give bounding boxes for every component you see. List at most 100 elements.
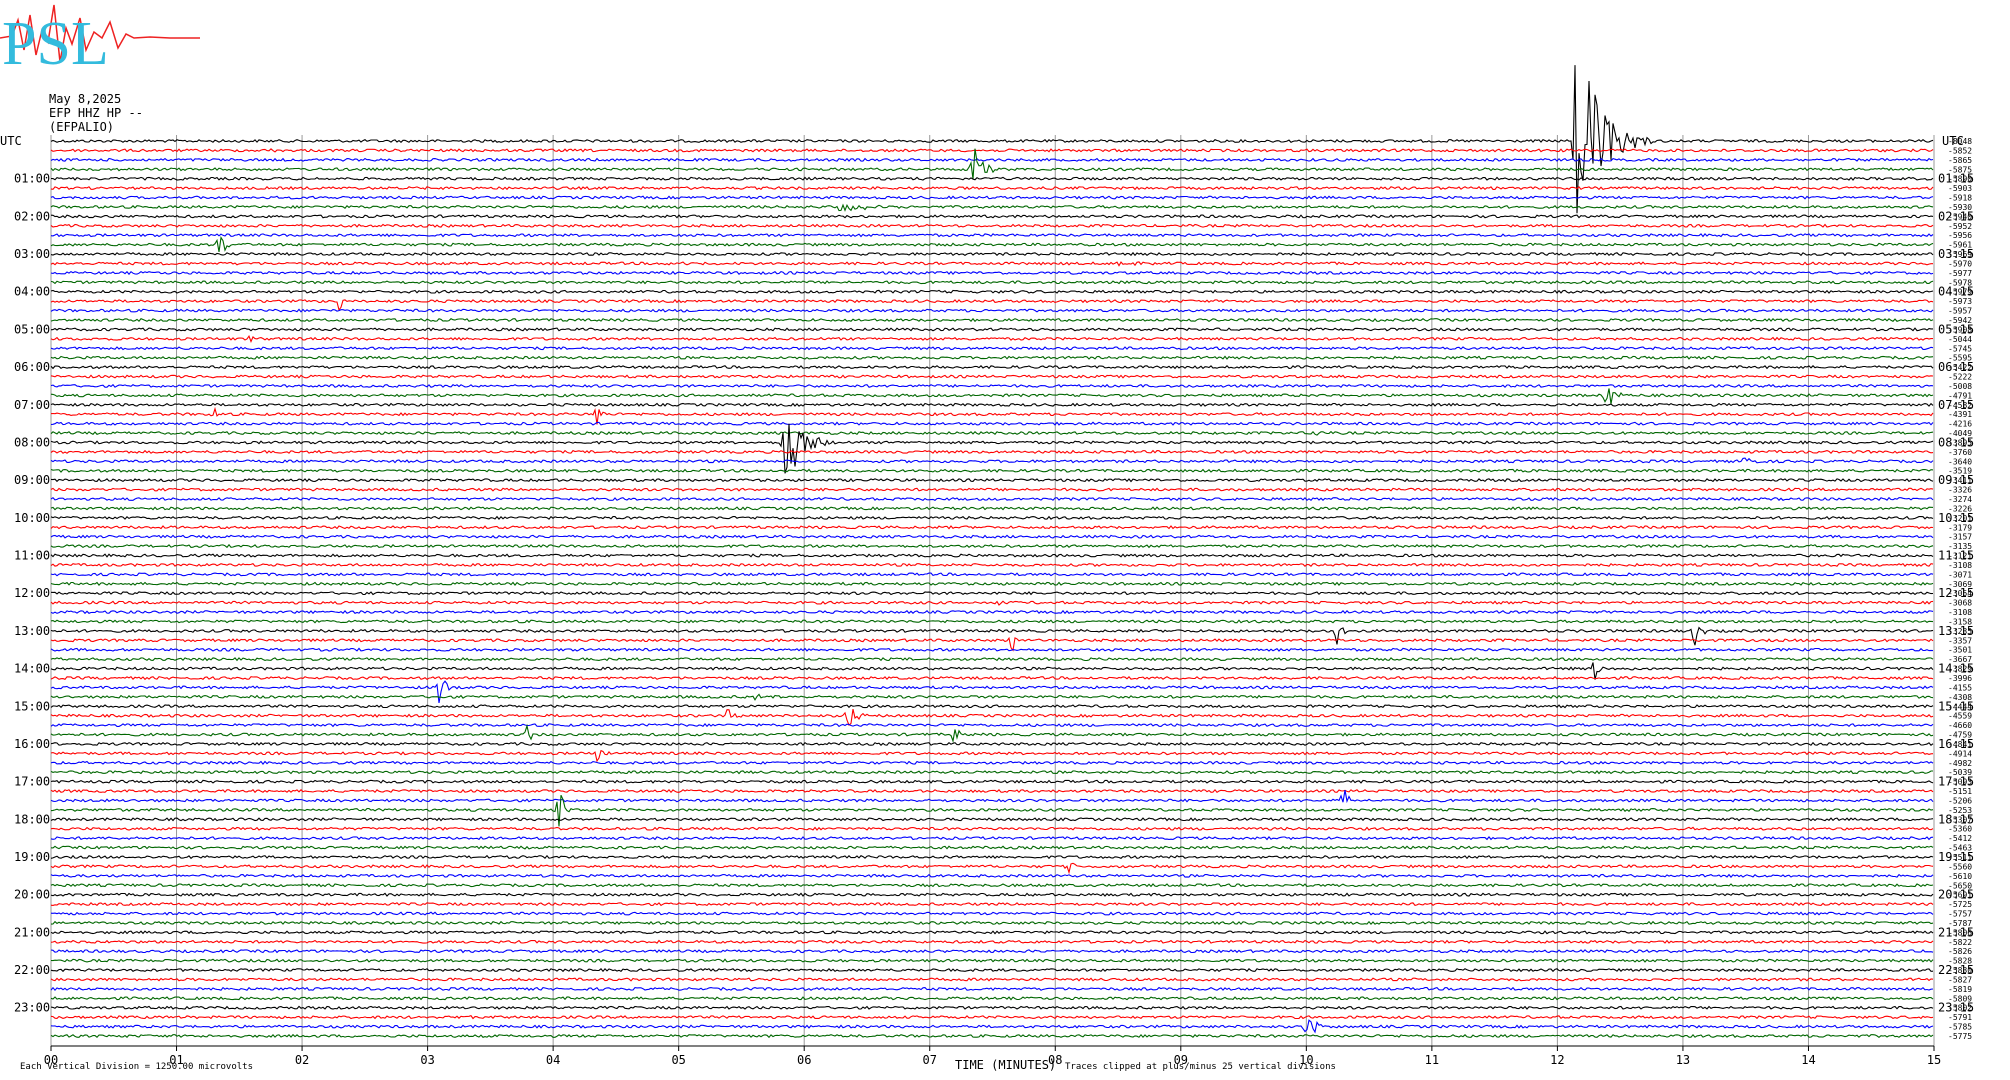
trace-offset-label: -5360 [1948, 825, 1972, 834]
trace-offset-label: -5206 [1948, 796, 1972, 805]
trace-offset-label: -3157 [1948, 533, 1972, 542]
x-tick-label: 02 [295, 1053, 309, 1067]
hour-label-left: 15:00 [14, 699, 50, 713]
trace-offset-label: -5039 [1948, 768, 1972, 777]
trace-offset-label: -4559 [1948, 712, 1972, 721]
seismic-trace-row [50, 148, 1934, 180]
x-tick-label: 00 [44, 1053, 58, 1067]
seismic-trace-row [50, 723, 1934, 744]
trace-offset-label: -5785 [1948, 1023, 1972, 1032]
seismic-trace-row [50, 65, 1934, 214]
seismic-trace-row [50, 406, 1934, 425]
trace-offset-label: -3226 [1948, 504, 1972, 513]
trace-offset-label: -5973 [1948, 297, 1972, 306]
x-tick-label: 12 [1550, 1053, 1564, 1067]
trace-offset-label: -5595 [1948, 354, 1972, 363]
x-tick-label: 03 [420, 1053, 434, 1067]
seismic-trace-row [50, 185, 1934, 191]
hour-label-right: 14:15 [1938, 662, 1974, 676]
seismic-trace-row [50, 251, 1934, 257]
seismic-trace-row [50, 920, 1934, 926]
trace-offset-label: -5852 [1948, 146, 1972, 155]
hour-label-left: 04:00 [14, 285, 50, 299]
seismic-trace-row [50, 308, 1934, 313]
seismic-trace-row [50, 911, 1934, 916]
seismic-trace-row [50, 346, 1934, 351]
hour-label-left: 18:00 [14, 812, 50, 826]
label-layer: 00 01 02 03 04 05 06 07 08 09 10 11 12 13 14 15-8048-58… [0, 134, 1974, 1067]
trace-offset-label: -5560 [1948, 862, 1972, 871]
trace-offset-label: -3829 [1948, 665, 1972, 674]
seismic-trace-row [50, 760, 1934, 766]
trace-offset-label: -5875 [1948, 165, 1972, 174]
trace-offset-label: -3054 [1948, 589, 1972, 598]
seismic-trace-row [50, 449, 1934, 454]
trace-offset-label: -3895 [1948, 438, 1972, 447]
trace-offset-label: -5093 [1948, 778, 1972, 787]
x-tick-label: 01 [169, 1053, 183, 1067]
seismic-trace-row [50, 704, 1934, 709]
seismic-trace-row [50, 939, 1934, 944]
seismic-trace-row [50, 457, 1934, 464]
seismic-trace-row [50, 723, 1934, 728]
trace-offset-label: -5940 [1948, 212, 1972, 221]
trace-offset-label: -5151 [1948, 787, 1972, 796]
hour-label-right: 21:15 [1938, 925, 1974, 939]
trace-offset-label: -5650 [1948, 881, 1972, 890]
trace-offset-label: -5918 [1948, 194, 1972, 203]
utc-label-right: UTC [1942, 134, 1964, 148]
trace-offset-label: -5977 [1948, 269, 1972, 278]
seismic-trace-row [50, 958, 1934, 963]
hour-label-left: 02:00 [14, 209, 50, 223]
seismic-trace-row [50, 572, 1934, 577]
trace-offset-label: -3411 [1948, 476, 1972, 485]
trace-offset-label: -5422 [1948, 363, 1972, 372]
hour-label-right: 04:15 [1938, 285, 1974, 299]
seismic-trace-row [50, 770, 1933, 775]
hour-label-right: 05:15 [1938, 322, 1974, 336]
seismic-trace-row [50, 845, 1934, 850]
hour-label-left: 17:00 [14, 775, 50, 789]
seismic-trace-row [50, 949, 1934, 954]
trace-offset-label: -5979 [1948, 288, 1972, 297]
seismic-trace-row [50, 1033, 1934, 1039]
hour-label-left: 14:00 [14, 662, 50, 676]
seismic-trace-row [50, 693, 1934, 701]
hour-label-right: 13:15 [1938, 624, 1974, 638]
x-tick-label: 09 [1174, 1053, 1188, 1067]
trace-offset-label: -4582 [1948, 401, 1972, 410]
trace-offset-label: -4759 [1948, 731, 1972, 740]
seismic-trace-row [50, 478, 1934, 483]
hour-label-right: 03:15 [1938, 247, 1974, 261]
trace-offset-label: -4049 [1948, 429, 1972, 438]
scale-note: Each Vertical Division = 1250.00 microvo… [20, 1062, 253, 1072]
trace-offset-label: -4660 [1948, 721, 1972, 730]
seismic-trace-row [50, 195, 1934, 200]
trace-offset-label: -5610 [1948, 872, 1972, 881]
seismic-trace-row [50, 1005, 1934, 1010]
seismic-trace-row [50, 157, 1934, 162]
hour-label-left: 12:00 [14, 586, 50, 600]
seismic-trace-row [50, 749, 1934, 763]
x-tick-label: 13 [1676, 1053, 1690, 1067]
seismic-trace-row [50, 680, 1934, 703]
trace-offset-label: -3121 [1948, 552, 1972, 561]
seismic-trace-row [50, 289, 1934, 294]
trace-offset-label: -4841 [1948, 740, 1972, 749]
seismic-trace-row [50, 402, 1934, 407]
seismic-trace-row [50, 543, 1934, 549]
trace-offset-label: -5952 [1948, 222, 1972, 231]
hour-label-right: 15:15 [1938, 699, 1974, 713]
seismic-trace-row [50, 794, 1934, 827]
trace-offset-label: -5826 [1948, 947, 1972, 956]
seismic-trace-row [50, 986, 1934, 992]
x-tick-label: 06 [797, 1053, 811, 1067]
trace-offset-label: -5903 [1948, 184, 1972, 193]
hour-label-left: 10:00 [14, 511, 50, 525]
seismic-trace-row [50, 562, 1934, 568]
hour-label-right: 11:15 [1938, 549, 1974, 563]
x-tick-label: 14 [1801, 1053, 1815, 1067]
hour-label-left: 01:00 [14, 172, 50, 186]
hour-label-right: 20:15 [1938, 888, 1974, 902]
